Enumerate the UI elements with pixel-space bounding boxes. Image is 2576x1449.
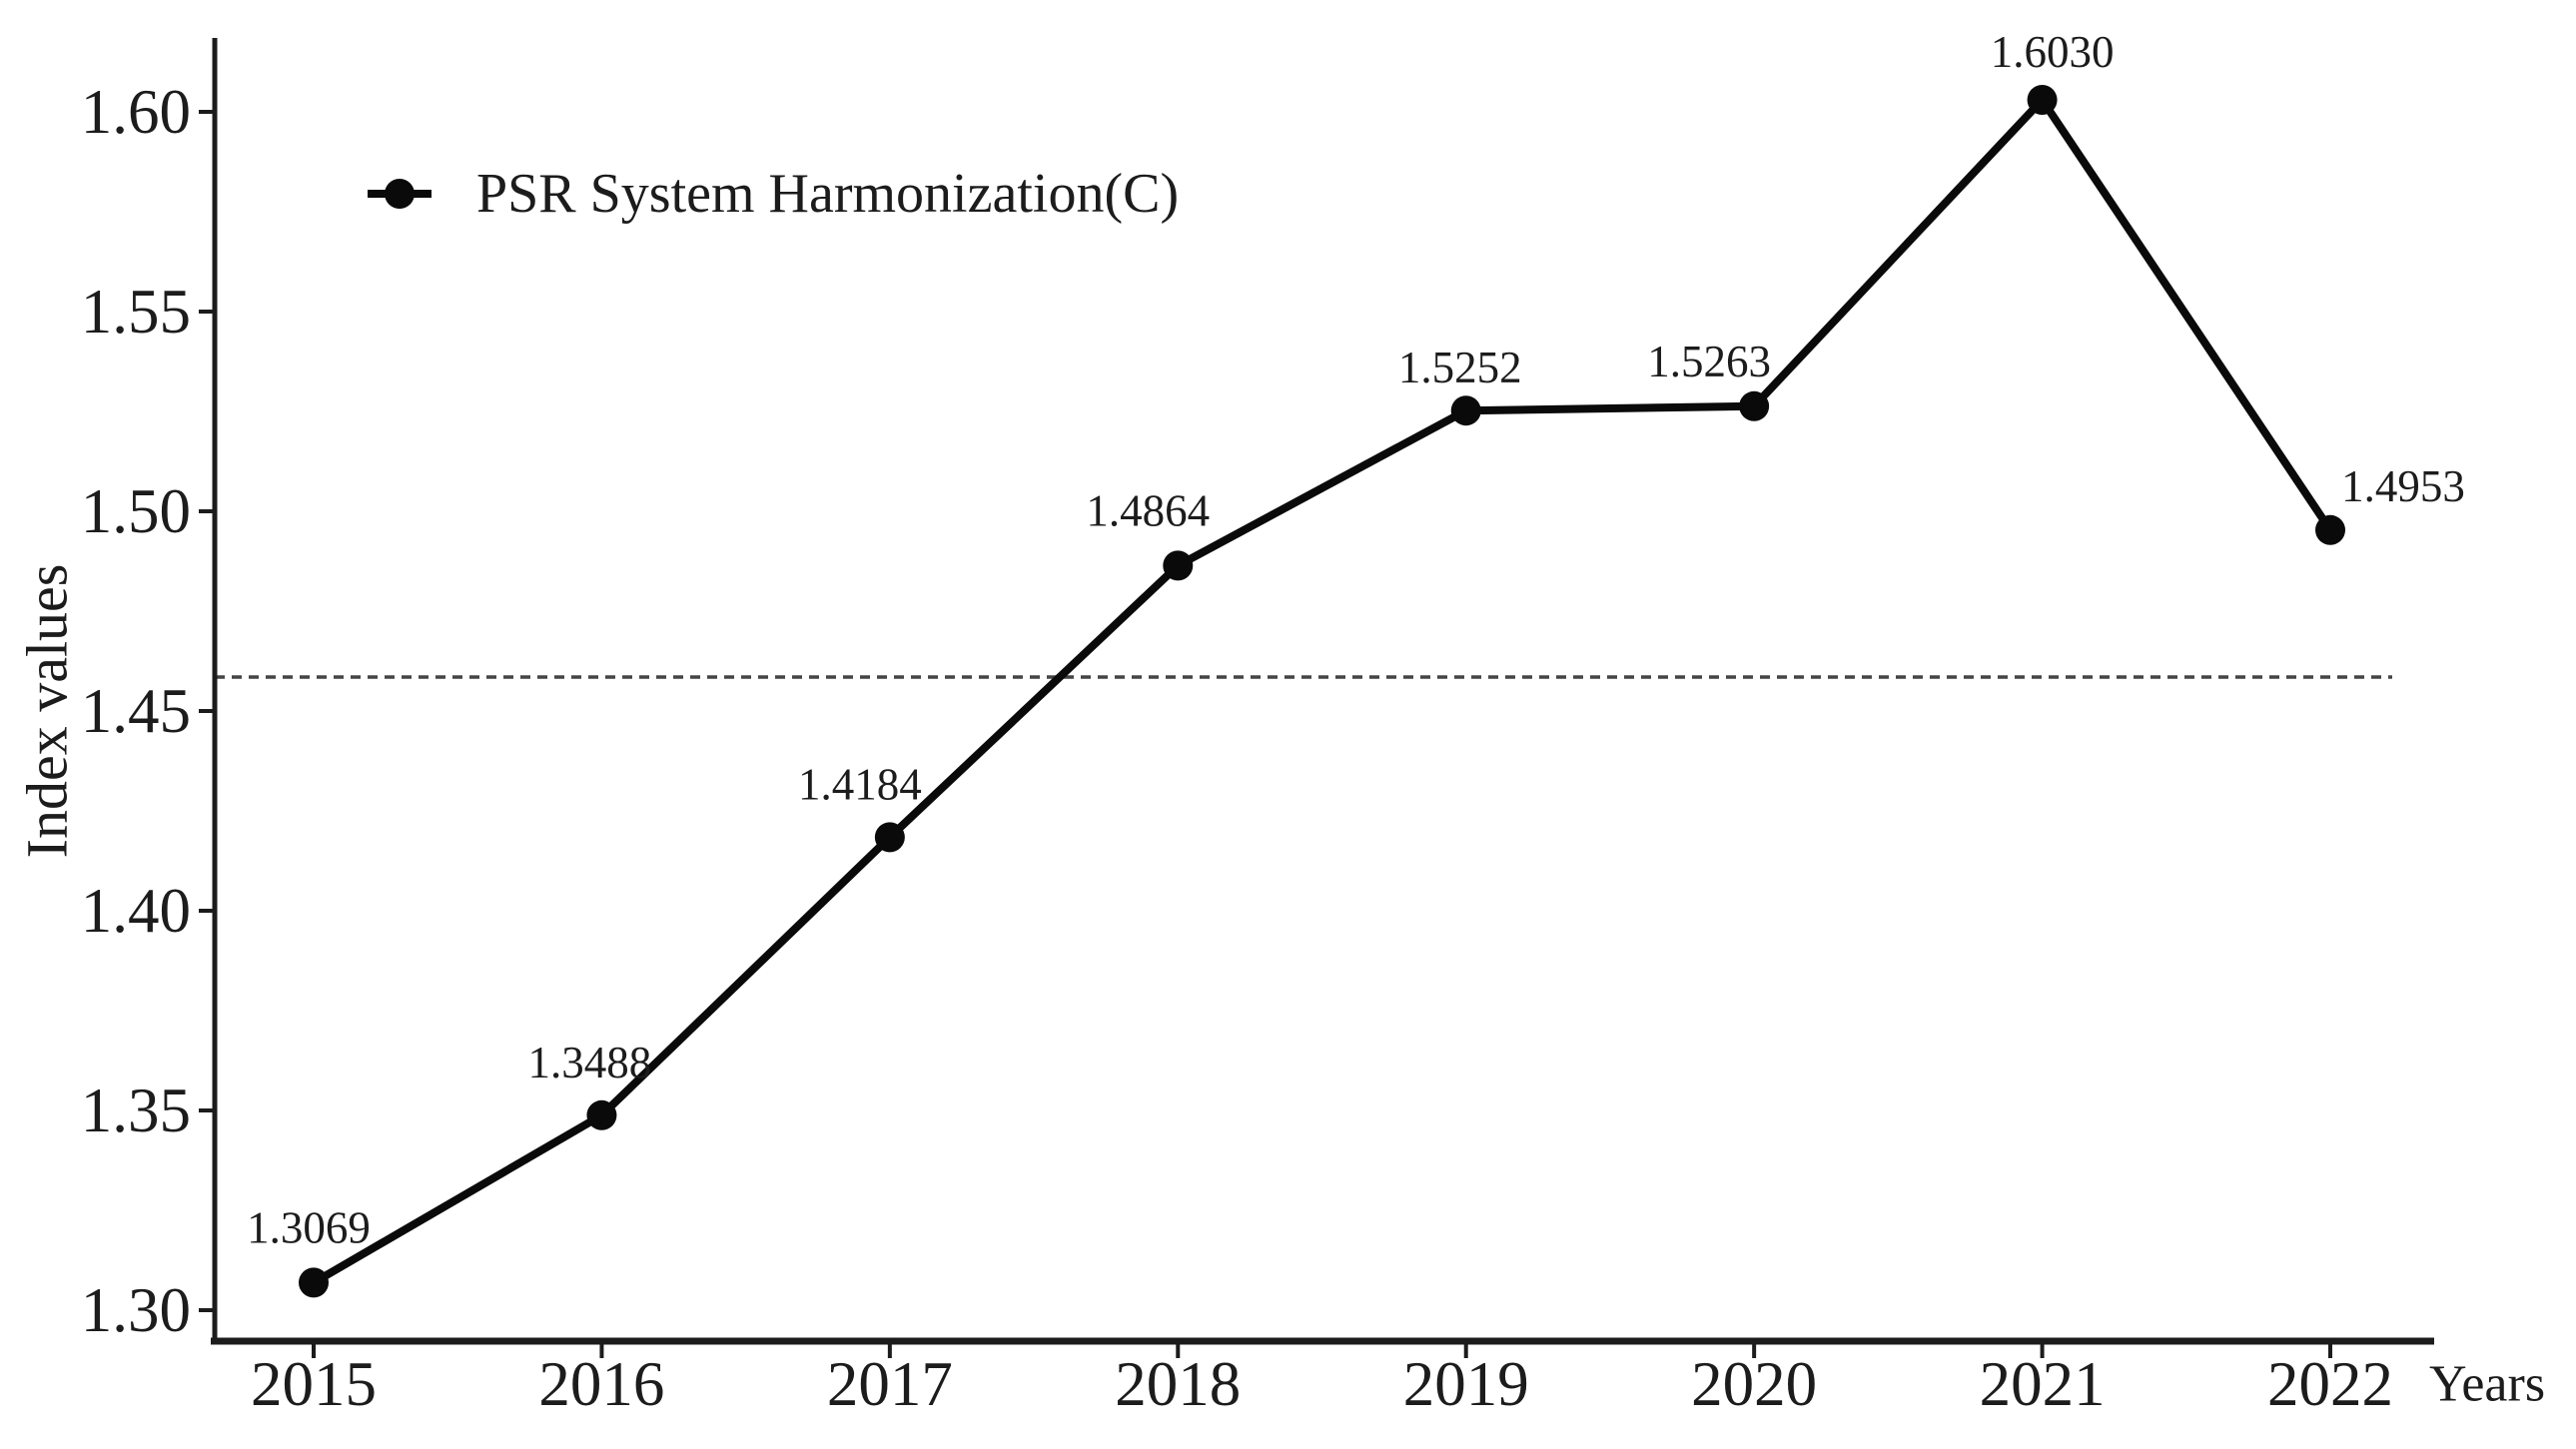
data-point-label: 1.5263 — [1647, 337, 1771, 386]
data-point-label: 1.4184 — [798, 759, 922, 809]
data-point-label: 1.5252 — [1398, 343, 1522, 392]
data-point-marker — [299, 1267, 329, 1298]
y-tick-label: 1.30 — [81, 1275, 191, 1345]
y-tick-label: 1.40 — [81, 876, 191, 946]
data-point-marker — [2315, 514, 2346, 545]
x-tick-label: 2020 — [1691, 1349, 1817, 1419]
data-point-marker — [1450, 395, 1481, 426]
data-point-label: 1.3069 — [247, 1202, 371, 1252]
y-tick-label: 1.45 — [81, 676, 191, 746]
x-tick-label: 2018 — [1115, 1349, 1241, 1419]
legend: PSR System Harmonization(C) — [368, 163, 1179, 225]
x-tick-label: 2016 — [538, 1349, 664, 1419]
series-line — [310, 93, 2335, 1287]
data-point-marker — [874, 822, 905, 853]
data-point-marker — [586, 1099, 617, 1130]
legend-dot-marker-icon — [385, 179, 415, 209]
y-tick-label: 1.55 — [81, 277, 191, 347]
data-point-marker — [1163, 550, 1194, 581]
axes-layer: 1.30 1.35 1.40 1.45 1.50 1.55 1.60 2015 2016 2017… — [81, 38, 2434, 1419]
data-point-label: 1.3488 — [528, 1038, 652, 1087]
y-tick-label: 1.35 — [81, 1076, 191, 1145]
y-tick-label: 1.50 — [81, 476, 191, 546]
data-point-marker — [1739, 390, 1770, 421]
y-tick-label: 1.60 — [81, 77, 191, 147]
legend-label: PSR System Harmonization(C) — [476, 163, 1179, 225]
data-point-label: 1.4864 — [1086, 485, 1210, 535]
y-axis-title: Index values — [15, 564, 80, 859]
data-point-label: 1.6030 — [1991, 27, 2115, 77]
x-tick-label: 2021 — [1980, 1349, 2106, 1419]
x-tick-label: 2019 — [1403, 1349, 1529, 1419]
x-tick-label: 2017 — [827, 1349, 953, 1419]
data-point-marker — [2027, 85, 2058, 115]
data-point-label: 1.4953 — [2341, 461, 2465, 511]
x-tick-label: 2015 — [251, 1349, 377, 1419]
series-layer: 1.3069 1.3488 1.4184 1.4864 1.5252 1.5263 1.60… — [247, 27, 2465, 1298]
x-axis-title: Years — [2429, 1356, 2545, 1413]
x-tick-label: 2022 — [2267, 1349, 2393, 1419]
